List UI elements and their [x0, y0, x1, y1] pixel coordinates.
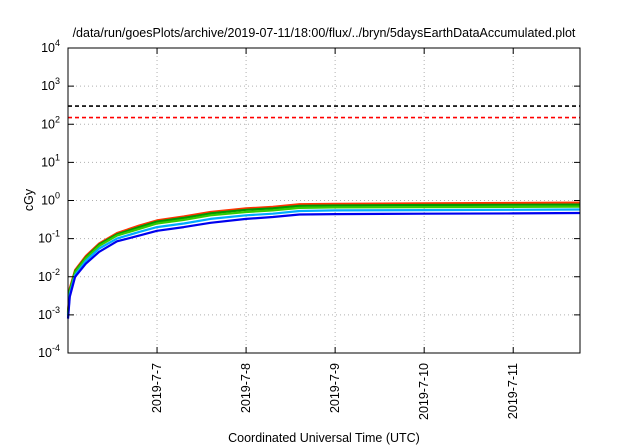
reference-lines — [68, 105, 580, 119]
y-tick-label: 104 — [41, 38, 60, 55]
series-line-1 — [66, 201, 581, 312]
y-tick-label: 10-3 — [38, 305, 60, 322]
x-axis: 2019-7-7 2019-7-8 2019-7-9 2019-7-10 2019-7-… — [150, 48, 520, 420]
x-tick-label: 2019-7-9 — [328, 363, 342, 413]
y-tick-label: 10-2 — [38, 267, 60, 284]
y-axis-label: cGy — [22, 188, 36, 211]
x-tick-label: 2019-7-11 — [506, 363, 520, 419]
y-axis: 10-4 10-3 10-2 10-1 100 101 102 103 104 — [38, 38, 580, 360]
y-tick-label: 103 — [41, 76, 60, 93]
y-tick-label: 100 — [41, 191, 60, 208]
series-line-3 — [66, 205, 581, 315]
y-tick-label: 102 — [41, 114, 60, 131]
chart-title: /data/run/goesPlots/archive/2019-07-11/1… — [73, 26, 576, 40]
y-tick-label: 10-1 — [38, 229, 60, 246]
series-group — [66, 201, 581, 319]
x-tick-label: 2019-7-7 — [150, 363, 164, 413]
x-axis-label: Coordinated Universal Time (UTC) — [228, 431, 420, 445]
y-tick-label: 10-4 — [38, 343, 60, 360]
x-tick-label: 2019-7-10 — [417, 363, 431, 420]
series-line-2 — [66, 203, 581, 314]
y-tick-label: 101 — [41, 152, 60, 169]
grid — [68, 48, 580, 353]
series-line-5 — [66, 211, 581, 319]
x-tick-label: 2019-7-8 — [239, 363, 253, 413]
series-line-4 — [66, 208, 581, 317]
